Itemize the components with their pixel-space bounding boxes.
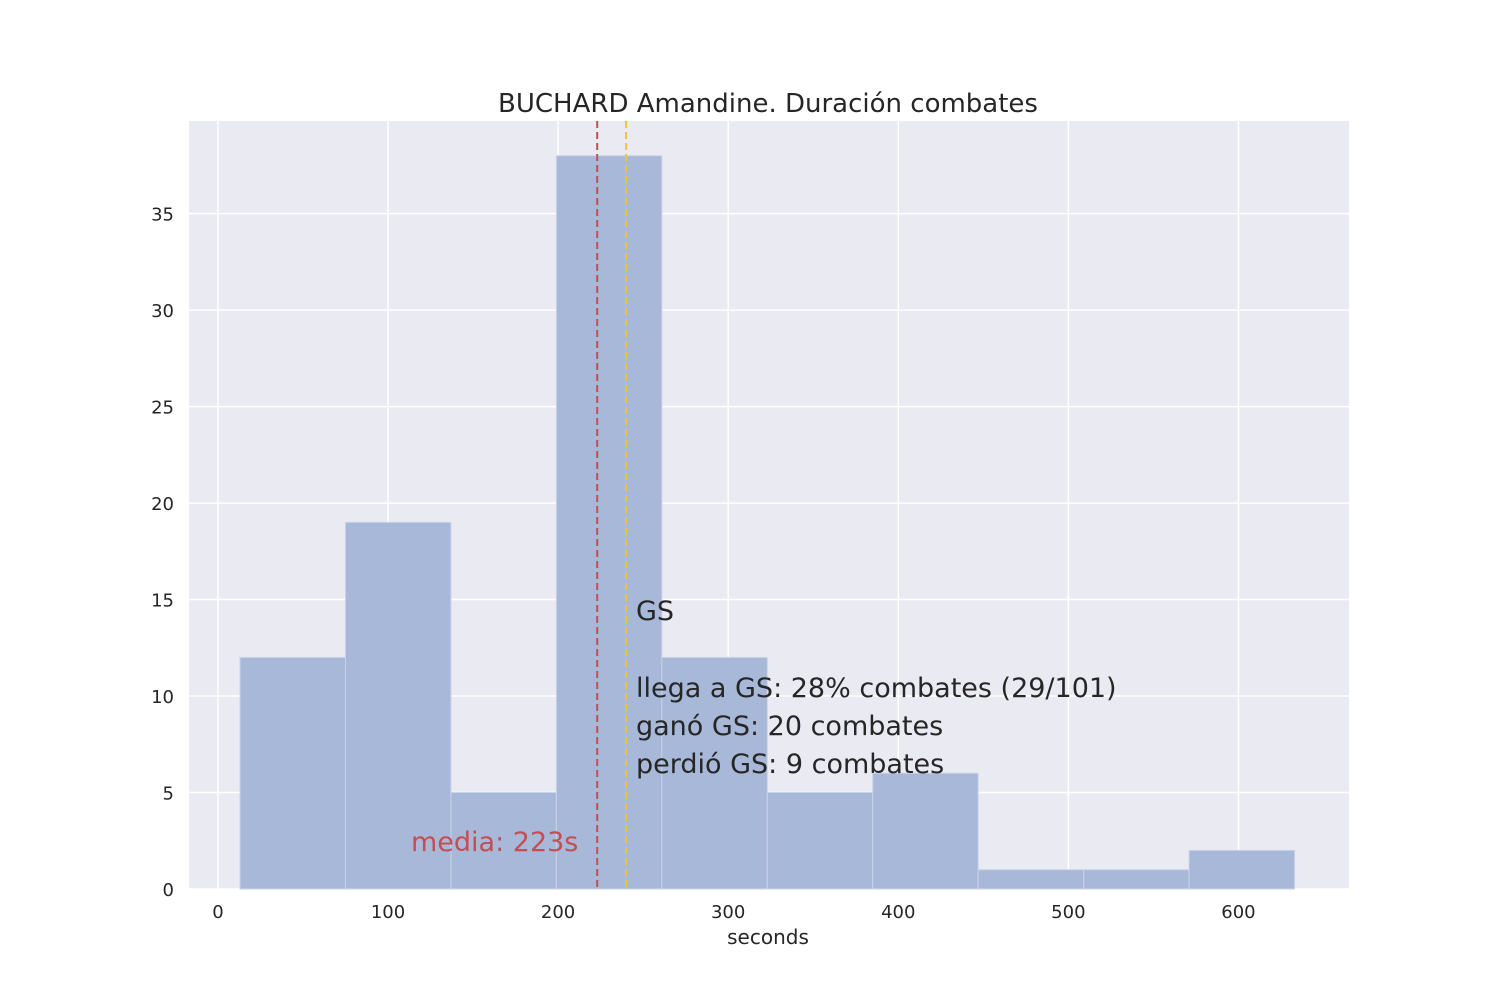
histogram-bar xyxy=(1083,869,1190,890)
mean-annotation: media: 223s xyxy=(411,827,578,858)
x-tick-label: 600 xyxy=(1221,902,1255,923)
x-tick-label: 100 xyxy=(371,902,405,923)
histogram-bar xyxy=(977,869,1085,890)
x-axis-label: seconds xyxy=(727,925,809,949)
reference-lines xyxy=(596,121,628,889)
gs-stat-line: llega a GS: 28% combates (29/101) xyxy=(636,673,1117,704)
gs-header-annotation: GS xyxy=(636,596,674,627)
histogram-bar xyxy=(239,656,346,890)
gs-stat-line: perdió GS: 9 combates xyxy=(636,749,944,780)
histogram-bar xyxy=(450,792,557,890)
x-tick-label: 500 xyxy=(1051,902,1085,923)
histogram-bar xyxy=(661,656,768,890)
y-tick-label: 5 xyxy=(163,784,174,805)
tick-labels: 0 100 200 300 400 500 600 0 5 10 15 20 25 30 35 xyxy=(151,205,1256,923)
histogram-bar xyxy=(555,155,663,890)
y-tick-label: 25 xyxy=(151,398,174,419)
y-tick-label: 30 xyxy=(151,301,174,322)
x-tick-label: 300 xyxy=(711,902,745,923)
histogram-bars xyxy=(239,155,1296,890)
x-tick-label: 200 xyxy=(541,902,575,923)
gs-stat-line: ganó GS: 20 combates xyxy=(636,711,943,742)
y-tick-label: 0 xyxy=(163,880,174,901)
histogram-bar xyxy=(344,521,452,890)
y-tick-label: 20 xyxy=(151,494,174,515)
x-tick-label: 400 xyxy=(881,902,915,923)
histogram-bar xyxy=(1188,849,1296,890)
y-tick-label: 15 xyxy=(151,591,174,612)
x-tick-label: 0 xyxy=(212,902,223,923)
y-tick-label: 10 xyxy=(151,687,174,708)
histogram-bar xyxy=(872,772,979,890)
histogram-bar xyxy=(766,792,874,890)
gs-stats-annotation: llega a GS: 28% combates (29/101) ganó GS… xyxy=(636,673,1117,780)
chart-title: BUCHARD Amandine. Duración combates xyxy=(498,89,1038,119)
y-tick-label: 35 xyxy=(151,205,174,226)
